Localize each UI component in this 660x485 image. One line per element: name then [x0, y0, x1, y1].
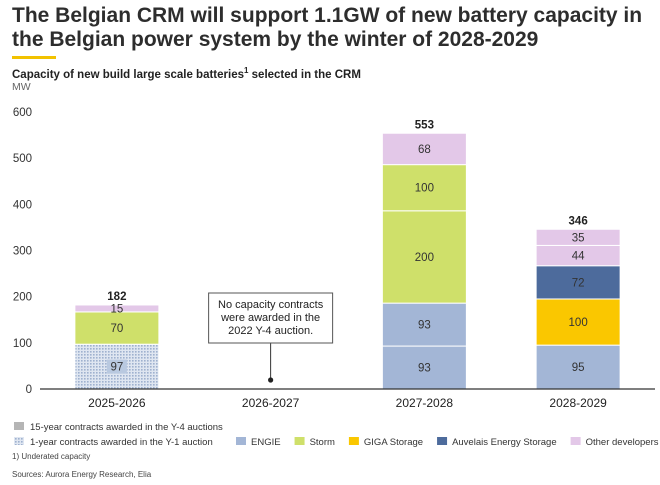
bar-value-label: 44 [572, 251, 585, 263]
y-tick-label: 300 [13, 246, 32, 258]
y-tick-label: 0 [26, 384, 32, 396]
legend-label: GIGA Storage [364, 437, 423, 448]
bar-value-label: 95 [572, 362, 585, 374]
legend-swatch-contract [14, 422, 24, 430]
bar-segment [74, 343, 160, 390]
bar-value-label: 100 [569, 317, 588, 329]
legend-label-contract: 1-year contracts awarded in the Y-1 auct… [30, 437, 213, 448]
bar-total-label: 346 [569, 215, 588, 227]
bar-total-label: 553 [415, 120, 434, 132]
legend-label: Auvelais Energy Storage [452, 437, 557, 448]
x-tick-label: 2027-2028 [396, 396, 454, 410]
x-tick-label: 2025-2026 [88, 396, 146, 410]
bar-value-label: 72 [572, 277, 585, 289]
legend-swatch [236, 437, 246, 445]
bar-segment [535, 265, 621, 300]
bar-segment [74, 304, 160, 313]
legend-label: Other developers [586, 437, 659, 448]
bar-segment [74, 311, 160, 345]
y-axis-unit: MW [12, 81, 31, 93]
legend-label-contract: 15-year contracts awarded in the Y-4 auc… [30, 422, 223, 433]
legend-swatch [437, 437, 448, 445]
legend-label: ENGIE [251, 437, 281, 448]
bar-value-label: 100 [415, 183, 434, 195]
bar-value-label: 200 [415, 252, 434, 264]
annotation-dot [268, 377, 274, 383]
y-tick-label: 600 [13, 107, 32, 119]
bar-value-label: 93 [418, 320, 431, 332]
subtitle-footnote-mark: 1 [244, 66, 249, 75]
chart-title: The Belgian CRM will support 1.1GW of ne… [12, 4, 643, 51]
y-tick-label: 400 [13, 199, 32, 211]
bar-segment [381, 132, 467, 166]
legend-swatch [294, 437, 305, 445]
annotation-text-line: 2022 Y-4 auction. [228, 325, 313, 337]
bar-value-label: 97 [110, 362, 123, 374]
bar-value-label: 70 [110, 323, 123, 335]
bar-segment [381, 302, 467, 347]
legend-label: Storm [310, 437, 335, 448]
legend-swatch [348, 437, 359, 445]
y-tick-label: 200 [13, 292, 32, 304]
bar-segment [535, 228, 621, 246]
footnote: 1) Underated capacity [12, 452, 91, 461]
subtitle-text: Capacity of new build large scale batter… [12, 68, 244, 81]
subtitle-tail: selected in the CRM [248, 68, 361, 81]
chart-subtitle: Capacity of new build large scale batter… [12, 66, 361, 81]
bar-segment [535, 298, 621, 346]
annotation-text-line: were awarded in the [220, 312, 320, 324]
sources: Sources: Aurora Energy Research, Elia [12, 470, 152, 479]
x-tick-label: 2028-2029 [549, 396, 607, 410]
value-label-bg [106, 359, 127, 374]
title-accent-bar [12, 56, 56, 59]
legend-swatch-contract [14, 437, 24, 445]
bar-value-label: 68 [418, 144, 431, 156]
bar-total-label: 182 [107, 291, 126, 303]
bar-value-label: 93 [418, 363, 431, 375]
bar-value-label: 35 [572, 232, 585, 244]
annotation-box [208, 292, 334, 344]
legend-swatch [570, 437, 581, 445]
annotation-text-line: No capacity contracts [218, 299, 324, 311]
y-tick-label: 500 [13, 153, 32, 165]
y-tick-label: 100 [13, 338, 32, 350]
bar-segment [381, 345, 467, 390]
bar-value-label: 15 [110, 303, 123, 315]
x-tick-label: 2026-2027 [242, 396, 300, 410]
